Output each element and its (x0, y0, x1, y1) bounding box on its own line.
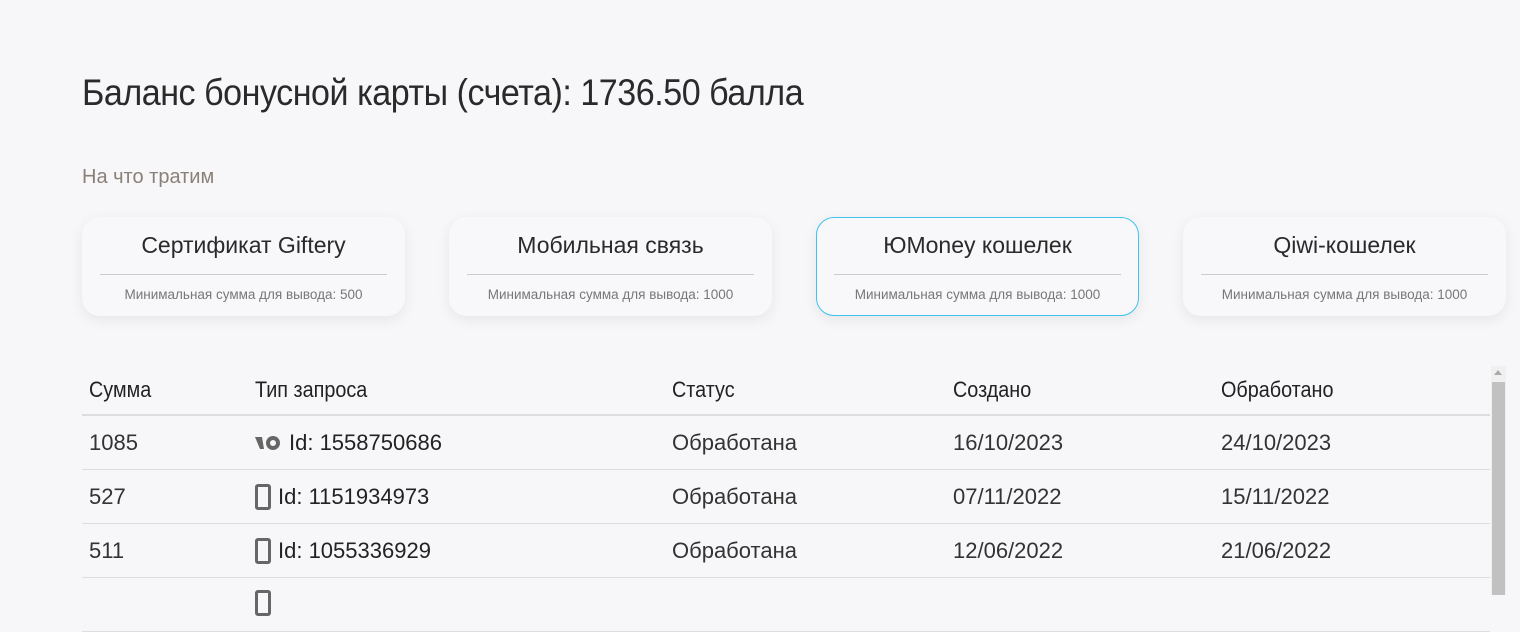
card-name: ЮMoney кошелек (883, 232, 1072, 258)
processed-date: 15/11/2022 (1221, 483, 1330, 509)
scroll-thumb[interactable] (1492, 382, 1505, 595)
amount: 1085 (89, 429, 138, 455)
divider (100, 274, 387, 275)
divider (834, 274, 1121, 275)
status: Обработана (672, 429, 797, 455)
card-qiwi[interactable]: Qiwi-кошелек Минимальная сумма для вывод… (1183, 217, 1506, 316)
scroll-up-icon[interactable] (1494, 370, 1502, 375)
amount: 511 (89, 537, 125, 563)
request-id: Id: 1055336929 (278, 537, 431, 563)
divider (467, 274, 754, 275)
table-row[interactable]: 527 Id: 1151934973 Обработана 07/11/2022… (82, 470, 1490, 524)
request-id: Id: 1558750686 (289, 429, 442, 455)
phone-icon (255, 483, 271, 510)
card-min: Минимальная сумма для вывода: 1000 (854, 287, 1101, 302)
status: Обработана (672, 483, 797, 509)
requests-table: Сумма Тип запроса Статус Создано Обработ… (82, 366, 1490, 632)
amount: 527 (89, 483, 126, 509)
request-type: Id: 1558750686 (255, 416, 442, 469)
request-type: Id: 1151934973 (255, 470, 429, 523)
phone-icon (255, 590, 271, 616)
page-title: Баланс бонусной карты (счета): 1736.50 б… (82, 72, 804, 113)
col-type[interactable]: Тип запроса (255, 377, 368, 402)
created-date: 16/10/2023 (953, 429, 1064, 455)
card-yoomoney[interactable]: ЮMoney кошелек Минимальная сумма для выв… (816, 217, 1139, 316)
request-type (255, 578, 278, 631)
status: Обработана (672, 537, 797, 563)
processed-date: 21/06/2022 (1221, 537, 1332, 563)
divider (1201, 274, 1488, 275)
request-type: Id: 1055336929 (255, 524, 431, 577)
phone-icon (255, 537, 271, 564)
col-status[interactable]: Статус (672, 377, 735, 402)
table-scrollbar[interactable] (1491, 366, 1506, 595)
card-name: Сертификат Giftery (141, 232, 346, 258)
card-name: Мобильная связь (517, 232, 704, 258)
col-amount[interactable]: Сумма (89, 377, 152, 402)
card-min: Минимальная сумма для вывода: 1000 (1221, 287, 1468, 302)
col-processed[interactable]: Обработано (1221, 377, 1334, 402)
card-name: Qiwi-кошелек (1273, 232, 1416, 258)
table-row[interactable]: 511 Id: 1055336929 Обработана 12/06/2022… (82, 524, 1490, 578)
request-id: Id: 1151934973 (278, 483, 430, 509)
card-giftery[interactable]: Сертификат Giftery Минимальная сумма для… (82, 217, 405, 316)
processed-date: 24/10/2023 (1221, 429, 1332, 455)
table-row-partial[interactable] (82, 578, 1490, 632)
table-header: Сумма Тип запроса Статус Создано Обработ… (82, 366, 1490, 416)
created-date: 07/11/2022 (953, 483, 1062, 509)
section-subtitle: На что тратим (82, 166, 215, 188)
created-date: 12/06/2022 (953, 537, 1064, 563)
card-mobile[interactable]: Мобильная связь Минимальная сумма для вы… (449, 217, 772, 316)
card-min: Минимальная сумма для вывода: 500 (124, 287, 363, 302)
yoomoney-icon (255, 435, 280, 450)
card-min: Минимальная сумма для вывода: 1000 (487, 287, 734, 302)
col-created[interactable]: Создано (953, 377, 1032, 402)
table-row[interactable]: 1085 Id: 1558750686 Обработана 16/10/202… (82, 416, 1490, 470)
